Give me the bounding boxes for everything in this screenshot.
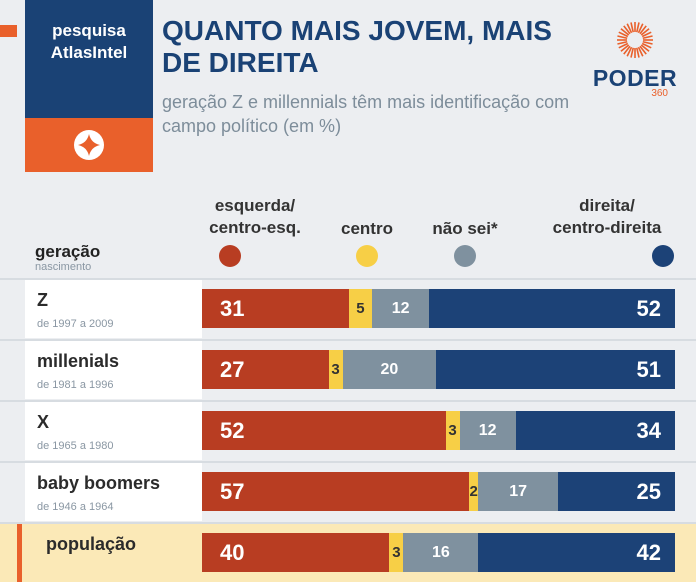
logo-name: PODER [592, 65, 678, 91]
chart-row: millenials de 1981 a 1996 27 3 20 51 [0, 339, 696, 399]
bar-segment-direita: 25 [557, 472, 676, 511]
brand-box: pesquisa AtlasIntel [25, 0, 153, 118]
page-subtitle: geração Z e millennials têm mais identif… [162, 92, 570, 136]
bar-segment-centro: 5 [348, 289, 373, 328]
legend-line2: não sei* [432, 219, 498, 238]
bar-segment-nao-sei: 20 [342, 350, 437, 389]
data-label: 20 [380, 360, 399, 378]
data-label: 3 [392, 544, 401, 561]
bar-segment-esquerda: 57 [202, 472, 469, 511]
bar-segment-esquerda: 40 [202, 533, 390, 572]
row-subheader: nascimento [35, 261, 92, 273]
legend-nao-sei-swatch [454, 245, 476, 267]
data-label: 12 [478, 421, 497, 439]
data-label: 3 [448, 422, 457, 439]
logo-number: 360 [651, 88, 668, 99]
row-name: baby boomers [37, 473, 161, 493]
brand-line1: pesquisa [52, 21, 126, 40]
data-label: 31 [220, 295, 245, 321]
compass-icon [74, 130, 104, 160]
bar-segment-nao-sei: 17 [478, 472, 558, 511]
legend-line2: centro [341, 219, 393, 238]
bar-segment-esquerda: 31 [202, 289, 349, 328]
legend-direita-swatch [652, 245, 674, 267]
row-years: de 1981 a 1996 [37, 379, 114, 391]
legend-line2: centro-direita [552, 218, 662, 237]
stacked-bar: 31 5 12 52 [202, 289, 675, 328]
poder360-logo: PODER 360 [590, 20, 680, 99]
chart-row: população 40 3 16 42 [0, 522, 696, 582]
data-label: 2 [469, 483, 478, 500]
data-label: 42 [636, 539, 661, 565]
data-label: 17 [509, 482, 527, 500]
data-label: 12 [391, 299, 410, 317]
row-name: X [37, 412, 50, 432]
data-label: 52 [220, 417, 245, 443]
chart-row: X de 1965 a 1980 52 3 12 34 [0, 400, 696, 460]
data-label: 52 [636, 295, 661, 321]
row-name: população [46, 534, 137, 554]
row-years: de 1946 a 1964 [37, 501, 114, 513]
row-label: Z de 1997 a 2009 [25, 280, 202, 338]
bar-segment-centro: 3 [389, 533, 404, 572]
legend-nao-sei: não sei* [385, 218, 545, 240]
brand-icon-box [25, 118, 153, 172]
sun-icon [617, 22, 653, 58]
chart-row: Z de 1997 a 2009 31 5 12 52 [0, 278, 696, 338]
chart-row: baby boomers de 1946 a 1964 57 2 17 25 [0, 461, 696, 521]
data-label: 51 [636, 356, 661, 382]
bar-segment-nao-sei: 16 [403, 533, 479, 572]
data-label: 57 [220, 478, 245, 504]
row-label: população [17, 524, 202, 582]
brand-line2: AtlasIntel [50, 43, 128, 62]
row-years: de 1997 a 2009 [37, 318, 114, 330]
bar-segment-esquerda: 27 [202, 350, 329, 389]
bar-segment-direita: 51 [436, 350, 675, 389]
data-label: 5 [356, 300, 365, 317]
bar-segment-direita: 52 [429, 289, 675, 328]
row-label: baby boomers de 1946 a 1964 [25, 463, 202, 521]
bar-segment-esquerda: 52 [202, 411, 446, 450]
data-label: 25 [636, 478, 662, 504]
legend-line2: centro-esq. [209, 218, 301, 237]
legend-direita: direita/centro-direita [527, 195, 687, 239]
row-label: millenials de 1981 a 1996 [25, 341, 202, 399]
data-label: 40 [220, 539, 245, 565]
legend-esquerda-swatch [219, 245, 241, 267]
stacked-bar: 40 3 16 42 [202, 533, 675, 572]
bar-segment-centro: 3 [445, 411, 460, 450]
bar-segment-centro: 3 [328, 350, 343, 389]
legend-esquerda: esquerda/centro-esq. [175, 195, 335, 239]
data-label: 3 [331, 361, 340, 378]
row-label: X de 1965 a 1980 [25, 402, 202, 460]
bar-segment-direita: 42 [478, 533, 675, 572]
legend-line1: esquerda/ [214, 196, 296, 215]
legend-centro-swatch [356, 245, 378, 267]
legend-line1: direita/ [579, 196, 635, 215]
bar-segment-nao-sei: 12 [459, 411, 516, 450]
stacked-bar: 57 2 17 25 [202, 472, 676, 511]
legend-centro: centro [287, 218, 447, 240]
accent-bar [0, 25, 17, 37]
row-name: millenials [37, 351, 120, 371]
page-title: QUANTO MAIS JOVEM, MAIS DE DIREITA [162, 15, 552, 78]
data-label: 27 [220, 356, 245, 382]
data-label: 16 [431, 543, 450, 561]
stacked-bar: 52 3 12 34 [202, 411, 675, 450]
bar-segment-nao-sei: 12 [372, 289, 430, 328]
stacked-bar: 27 3 20 51 [202, 350, 675, 389]
row-name: Z [37, 290, 48, 310]
data-label: 34 [636, 417, 661, 443]
bar-segment-centro: 2 [468, 472, 479, 511]
row-header: geração [35, 242, 101, 261]
row-years: de 1965 a 1980 [37, 440, 114, 452]
bar-segment-direita: 34 [515, 411, 675, 450]
